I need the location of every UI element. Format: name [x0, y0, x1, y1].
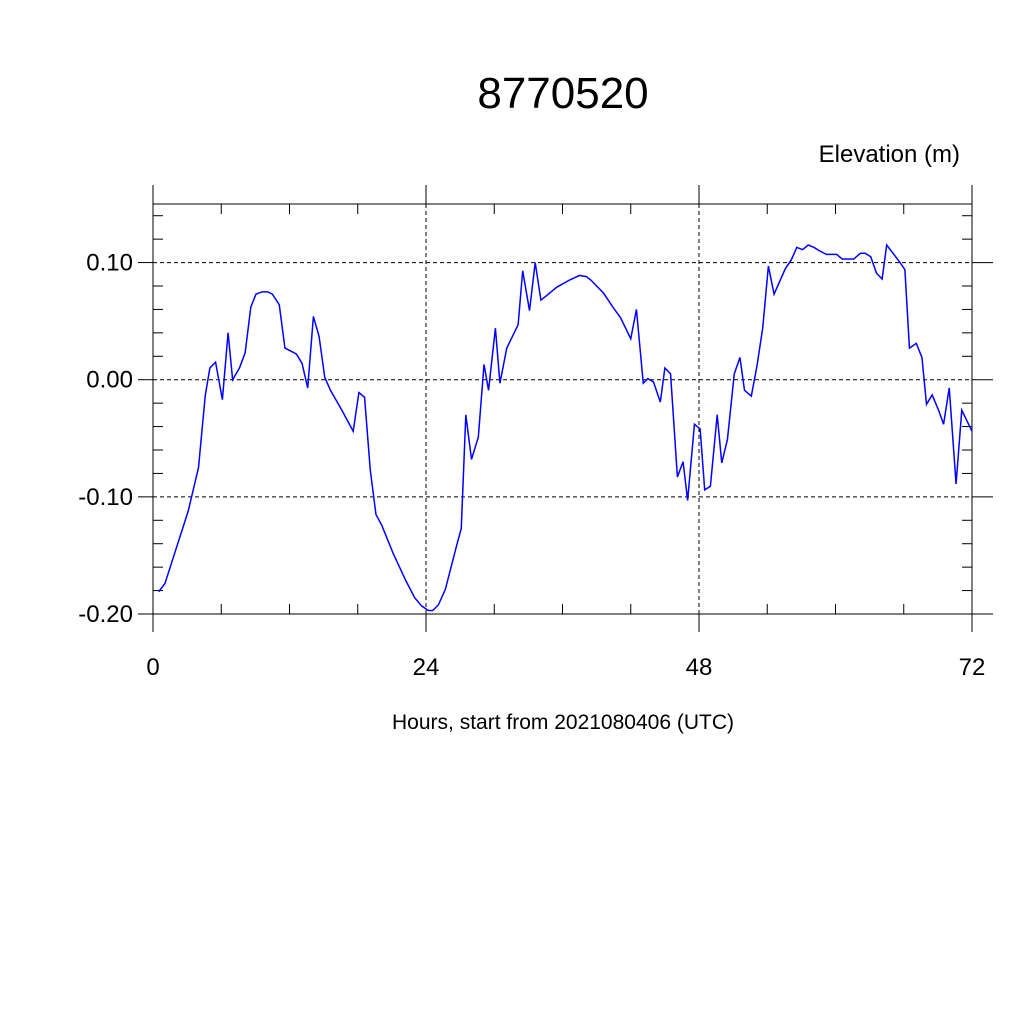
y-tick-label: 0.10 [86, 250, 133, 277]
x-axis-label: Hours, start from 2021080406 (UTC) [392, 711, 734, 734]
chart-title: 8770520 [477, 69, 648, 118]
plot-frame [152, 203, 973, 615]
y-tick-label: -0.20 [78, 601, 133, 628]
x-tick-label: 48 [686, 654, 713, 681]
y-tick-label: 0.00 [86, 367, 133, 394]
chart-subtitle: Elevation (m) [819, 141, 960, 168]
x-tick-label: 0 [146, 654, 159, 681]
x-tick-label: 72 [959, 654, 986, 681]
y-tick-label: -0.10 [78, 484, 133, 511]
x-tick-label: 24 [413, 654, 440, 681]
data-line [158, 243, 973, 612]
